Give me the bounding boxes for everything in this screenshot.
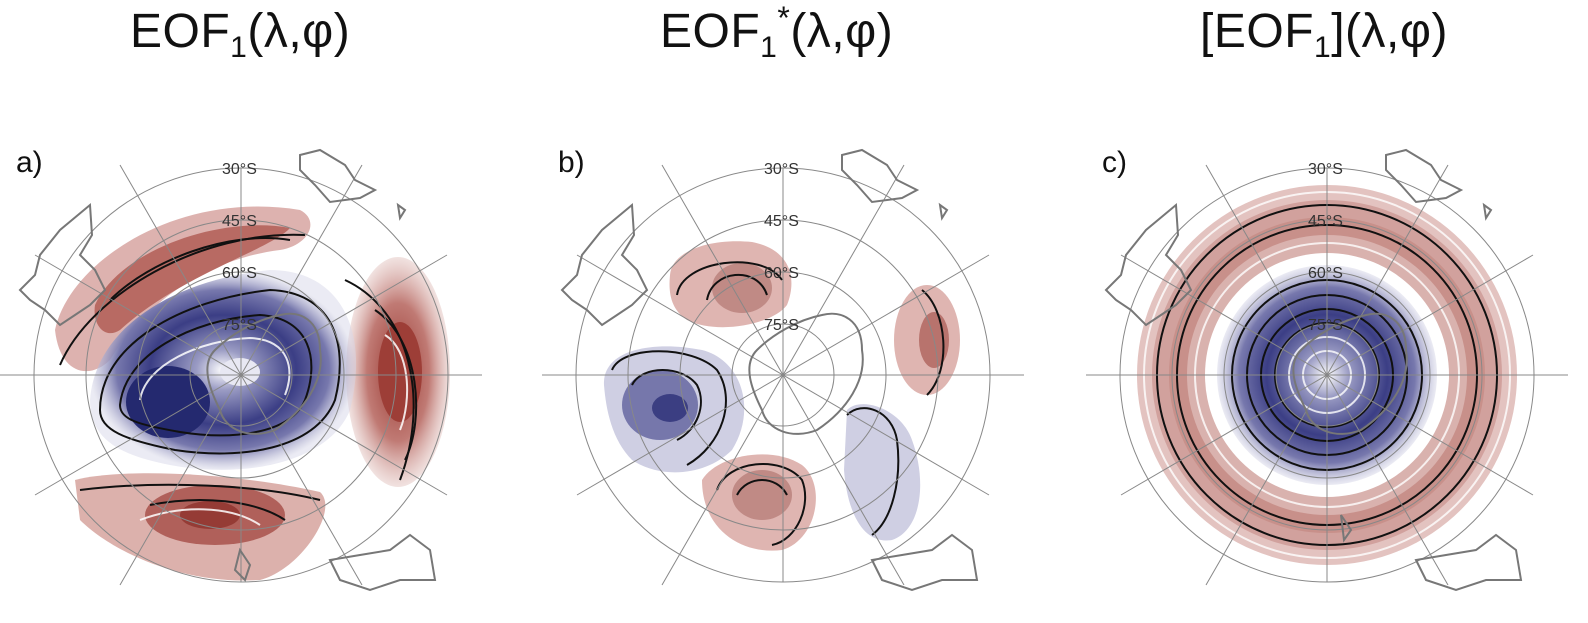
lat-labels-b: 30°S 45°S 60°S 75°S: [764, 161, 799, 334]
coastlines-b: [560, 148, 979, 592]
pattern-a: [55, 206, 450, 581]
svg-text:60°S: 60°S: [1308, 265, 1343, 282]
title-a: EOF1(λ,φ): [130, 5, 351, 64]
lat-labels-c: 30°S 45°S 60°S 75°S: [1308, 161, 1343, 334]
panel-label-c: c): [1102, 146, 1127, 179]
panel-label-a: a): [16, 146, 43, 179]
map-panel-b: 30°S 45°S 60°S 75°S: [542, 148, 1024, 592]
svg-text:30°S: 30°S: [1308, 161, 1343, 178]
svg-text:45°S: 45°S: [1308, 213, 1343, 230]
graticule-c: [1086, 164, 1568, 586]
svg-text:60°S: 60°S: [222, 265, 257, 282]
lat-labels-a: 30°S 45°S 60°S 75°S: [222, 161, 257, 334]
map-panel-a: 30°S 45°S 60°S 75°S: [0, 148, 482, 592]
svg-text:75°S: 75°S: [764, 317, 799, 334]
svg-text:30°S: 30°S: [764, 161, 799, 178]
svg-text:75°S: 75°S: [1308, 317, 1343, 334]
coastlines-a: [18, 148, 437, 592]
pattern-b: [603, 241, 960, 551]
title-b: EOF1*(λ,φ): [660, 0, 894, 64]
title-c: [EOF1](λ,φ): [1200, 5, 1448, 64]
graticule-a: [0, 164, 482, 586]
svg-text:45°S: 45°S: [764, 213, 799, 230]
svg-text:60°S: 60°S: [764, 265, 799, 282]
coastlines-c: [1104, 148, 1523, 592]
svg-text:45°S: 45°S: [222, 213, 257, 230]
svg-text:30°S: 30°S: [222, 161, 257, 178]
graticule-b: [542, 164, 1024, 586]
map-panel-c: 30°S 45°S 60°S 75°S: [1086, 148, 1568, 592]
svg-text:75°S: 75°S: [222, 317, 257, 334]
panel-label-b: b): [558, 146, 585, 179]
